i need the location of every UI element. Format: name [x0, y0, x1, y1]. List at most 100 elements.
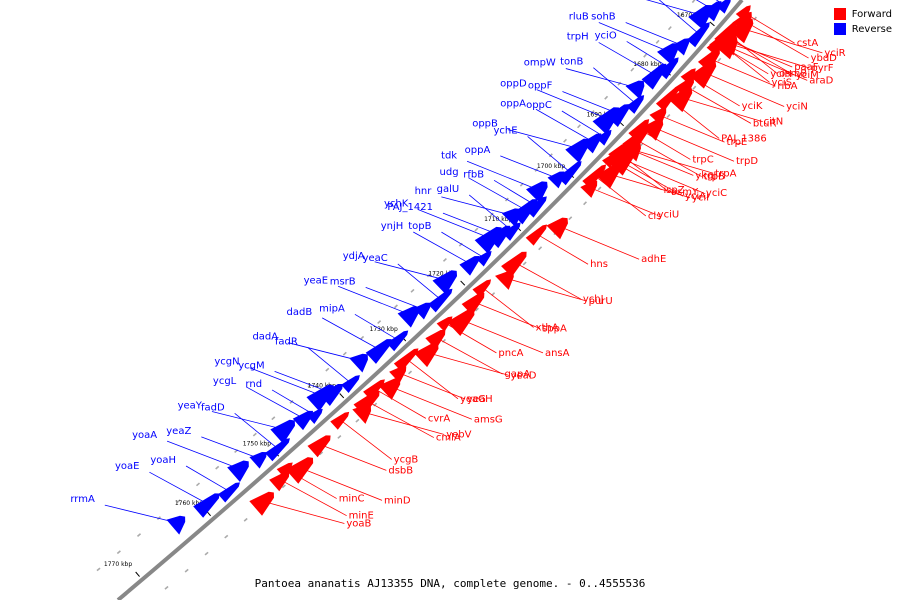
- reverse-gene-glyph[interactable]: [250, 453, 266, 468]
- forward-gene-label[interactable]: amsG: [474, 414, 503, 425]
- reverse-gene-label[interactable]: galU: [437, 184, 460, 195]
- forward-gene-label[interactable]: purU: [589, 296, 613, 307]
- forward-gene-label[interactable]: yciK: [742, 101, 763, 112]
- forward-gene-label[interactable]: yeaH: [467, 394, 493, 405]
- forward-gene-glyph[interactable]: [496, 272, 513, 289]
- reverse-gene-label[interactable]: rnd: [245, 379, 262, 390]
- forward-gene-label[interactable]: pyrF: [811, 63, 833, 74]
- forward-gene-label[interactable]: yoaB: [346, 518, 371, 529]
- reverse-gene-label[interactable]: ydjA: [343, 251, 365, 262]
- reverse-gene-glyph[interactable]: [271, 420, 294, 443]
- reverse-gene-label[interactable]: ynjH: [381, 221, 404, 232]
- forward-gene-label[interactable]: pncA: [498, 348, 523, 359]
- reverse-gene-label[interactable]: topB: [408, 221, 431, 232]
- reverse-gene-label[interactable]: ycgL: [213, 376, 237, 387]
- forward-gene-glyph[interactable]: [448, 309, 474, 335]
- track-dash: [137, 534, 140, 537]
- reverse-gene-leader: [566, 69, 637, 88]
- reverse-gene-label[interactable]: mipA: [319, 303, 345, 314]
- reverse-gene-label[interactable]: oppD: [500, 79, 527, 90]
- reverse-gene-label[interactable]: udg: [440, 167, 459, 178]
- forward-gene-leader: [375, 389, 426, 419]
- forward-gene-label[interactable]: ycgB: [394, 454, 419, 465]
- reverse-gene-label[interactable]: rrmA: [70, 494, 95, 505]
- reverse-gene-leader: [508, 130, 580, 149]
- reverse-gene-label[interactable]: oppC: [526, 100, 552, 111]
- forward-gene-label[interactable]: yeaD: [511, 370, 537, 381]
- reverse-gene-label[interactable]: yoaH: [150, 455, 176, 466]
- reverse-gene-glyph[interactable]: [350, 354, 367, 371]
- reverse-gene-label[interactable]: rfbB: [463, 169, 484, 180]
- reverse-gene-label[interactable]: yeaY: [178, 401, 203, 412]
- reverse-gene-label[interactable]: oppA: [500, 98, 526, 109]
- forward-gene-glyph[interactable]: [308, 436, 330, 457]
- reverse-gene-label[interactable]: yeaZ: [166, 426, 191, 437]
- reverse-gene-label[interactable]: yeaE: [304, 275, 329, 286]
- reverse-gene-label[interactable]: msrB: [330, 276, 356, 287]
- forward-gene-label[interactable]: ispZ: [663, 185, 684, 196]
- forward-gene-leader: [590, 188, 655, 215]
- forward-gene-glyph[interactable]: [270, 473, 289, 491]
- forward-gene-leader: [474, 302, 540, 328]
- forward-gene-label[interactable]: yciI: [692, 193, 709, 204]
- reverse-gene-glyph[interactable]: [366, 340, 391, 363]
- track-dash: [97, 568, 100, 571]
- forward-gene-label[interactable]: yciR: [824, 48, 845, 59]
- reverse-gene-label[interactable]: yciO: [595, 30, 617, 41]
- forward-gene-label[interactable]: ribA: [777, 81, 797, 92]
- forward-gene-label[interactable]: minD: [384, 495, 411, 506]
- forward-gene-glyph[interactable]: [286, 458, 312, 483]
- reverse-gene-glyph[interactable]: [460, 257, 479, 275]
- reverse-gene-label[interactable]: trpH: [567, 31, 589, 42]
- reverse-gene-label[interactable]: yoaA: [132, 430, 157, 441]
- track-dash: [598, 187, 601, 190]
- forward-gene-label[interactable]: trpA: [715, 168, 736, 179]
- reverse-gene-label[interactable]: oppF: [528, 80, 553, 91]
- reverse-gene-label[interactable]: yoaE: [115, 461, 139, 472]
- forward-gene-leader: [437, 338, 503, 374]
- forward-gene-label[interactable]: trpC: [692, 154, 713, 165]
- forward-gene-label[interactable]: adhE: [641, 254, 666, 265]
- reverse-gene-glyph[interactable]: [228, 461, 248, 481]
- reverse-gene-glyph[interactable]: [566, 139, 589, 162]
- forward-gene-label[interactable]: citN: [764, 116, 784, 127]
- reverse-gene-label[interactable]: fadD: [201, 402, 225, 413]
- forward-gene-label[interactable]: cstA: [797, 38, 819, 49]
- reverse-gene-label[interactable]: ycgM: [238, 360, 264, 371]
- reverse-gene-label[interactable]: dadB: [287, 307, 313, 318]
- reverse-gene-label[interactable]: oppA: [465, 145, 491, 156]
- reverse-gene-glyph[interactable]: [167, 516, 184, 533]
- forward-gene-leader: [368, 402, 434, 438]
- forward-gene-label[interactable]: ykgJ: [695, 170, 716, 181]
- reverse-gene-glyph[interactable]: [548, 172, 564, 188]
- forward-gene-label[interactable]: yciN: [786, 101, 808, 112]
- reverse-gene-label[interactable]: ychE: [494, 125, 518, 136]
- forward-gene-leader: [506, 278, 586, 301]
- reverse-gene-label[interactable]: yeaC: [363, 253, 388, 264]
- forward-gene-label[interactable]: trpE: [727, 137, 748, 148]
- forward-gene-leader: [515, 263, 581, 299]
- reverse-gene-label[interactable]: tonB: [560, 57, 583, 68]
- forward-gene-label[interactable]: cvrA: [428, 413, 451, 424]
- forward-gene-label[interactable]: hns: [590, 259, 608, 270]
- forward-gene-glyph[interactable]: [353, 406, 370, 423]
- reverse-gene-glyph[interactable]: [194, 494, 219, 517]
- reverse-gene-label[interactable]: ompW: [524, 58, 556, 69]
- forward-gene-label[interactable]: minC: [339, 494, 365, 505]
- reverse-gene-label[interactable]: ycgN: [214, 357, 239, 368]
- forward-gene-label[interactable]: trpD: [736, 156, 758, 167]
- forward-gene-label[interactable]: sppA: [542, 323, 567, 334]
- reverse-gene-label[interactable]: sohB: [591, 12, 616, 23]
- reverse-gene-label[interactable]: fadR: [275, 337, 298, 348]
- reverse-gene-label[interactable]: tdk: [441, 150, 457, 161]
- reverse-gene-leader: [105, 505, 178, 523]
- forward-gene-label[interactable]: yciU: [658, 209, 680, 220]
- reverse-gene-label[interactable]: rluB: [569, 11, 589, 22]
- reverse-gene-label[interactable]: ychK: [384, 199, 409, 210]
- reverse-gene-glyph[interactable]: [398, 307, 418, 327]
- forward-gene-label[interactable]: ansA: [545, 348, 570, 359]
- reverse-gene-label[interactable]: hnr: [415, 186, 433, 197]
- forward-gene-label[interactable]: dsbB: [388, 465, 413, 476]
- legend-reverse-label: Reverse: [852, 24, 892, 35]
- forward-gene-label[interactable]: yebV: [446, 429, 471, 440]
